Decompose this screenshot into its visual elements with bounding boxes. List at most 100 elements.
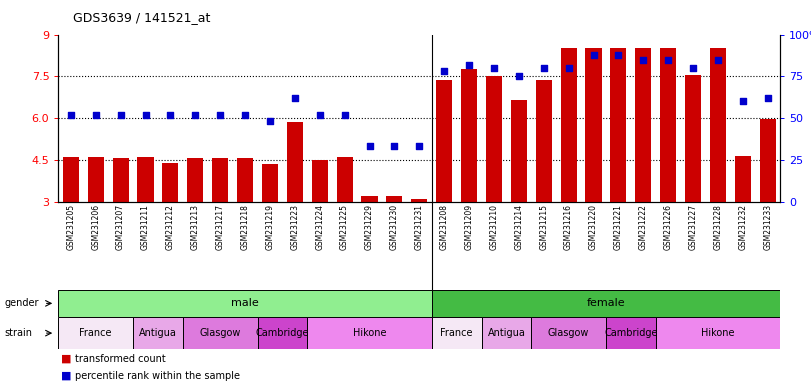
Bar (262, 164, 278, 202)
Text: Glasgow: Glasgow (548, 328, 590, 338)
Text: France: France (440, 328, 473, 338)
Text: GSM231224: GSM231224 (315, 204, 324, 250)
Point (413, 143, 426, 149)
Point (213, 112, 226, 118)
Bar (660, 48, 676, 202)
Point (64, 112, 77, 118)
Point (762, 95, 775, 101)
Text: strain: strain (4, 328, 32, 338)
Bar (307, 317, 431, 349)
Text: GDS3639 / 141521_at: GDS3639 / 141521_at (73, 12, 210, 25)
Text: GSM231228: GSM231228 (714, 204, 723, 250)
Bar (685, 75, 702, 202)
Text: GSM231223: GSM231223 (290, 204, 299, 250)
Text: GSM231233: GSM231233 (763, 204, 772, 250)
Text: GSM231222: GSM231222 (639, 204, 648, 250)
Point (238, 112, 251, 118)
Bar (133, 317, 182, 349)
Bar (431, 290, 780, 317)
Bar (535, 81, 551, 202)
Text: GSM231212: GSM231212 (166, 204, 175, 250)
Text: GSM231216: GSM231216 (564, 204, 573, 250)
Text: Hikone: Hikone (353, 328, 386, 338)
Text: GSM231220: GSM231220 (589, 204, 598, 250)
Text: male: male (231, 298, 259, 308)
Text: ■: ■ (61, 354, 71, 364)
Text: GSM231229: GSM231229 (365, 204, 374, 250)
Point (711, 56, 724, 63)
Bar (710, 48, 726, 202)
Bar (237, 159, 253, 202)
Bar (486, 76, 502, 202)
Bar (611, 48, 626, 202)
Bar (137, 157, 153, 202)
Point (637, 56, 650, 63)
Bar (411, 199, 427, 202)
Text: percentile rank within the sample: percentile rank within the sample (75, 371, 240, 381)
Bar (482, 317, 531, 349)
Point (736, 98, 749, 104)
Point (587, 51, 600, 58)
Bar (182, 317, 258, 349)
Point (164, 112, 177, 118)
Bar (386, 196, 402, 202)
Text: GSM231214: GSM231214 (514, 204, 523, 250)
Text: Hikone: Hikone (702, 328, 735, 338)
Point (289, 95, 302, 101)
Point (89, 112, 102, 118)
Bar (258, 317, 307, 349)
Point (189, 112, 202, 118)
Text: GSM231221: GSM231221 (614, 204, 623, 250)
Point (313, 112, 326, 118)
Point (513, 73, 526, 79)
Text: gender: gender (4, 298, 39, 308)
Bar (287, 122, 303, 202)
Text: GSM231205: GSM231205 (67, 204, 75, 250)
Bar (560, 48, 577, 202)
Text: GSM231219: GSM231219 (265, 204, 274, 250)
Bar (606, 317, 656, 349)
Point (388, 143, 401, 149)
Point (139, 112, 152, 118)
Bar (635, 48, 651, 202)
Bar (760, 119, 776, 202)
Bar (58, 290, 431, 317)
Text: GSM231230: GSM231230 (390, 204, 399, 250)
Point (462, 61, 475, 68)
Text: GSM231209: GSM231209 (465, 204, 474, 250)
Bar (431, 317, 482, 349)
Text: GSM231207: GSM231207 (116, 204, 125, 250)
Text: Antigua: Antigua (487, 328, 526, 338)
Text: GSM231226: GSM231226 (663, 204, 672, 250)
Bar (337, 157, 353, 202)
Text: female: female (586, 298, 625, 308)
Bar (162, 163, 178, 202)
Bar (311, 160, 328, 202)
Text: Antigua: Antigua (139, 328, 177, 338)
Text: GSM231218: GSM231218 (241, 204, 250, 250)
Text: GSM231217: GSM231217 (216, 204, 225, 250)
Text: GSM231213: GSM231213 (191, 204, 200, 250)
Bar (461, 70, 477, 202)
Point (487, 65, 500, 71)
Text: GSM231227: GSM231227 (689, 204, 697, 250)
Point (662, 56, 675, 63)
Text: GSM231211: GSM231211 (141, 204, 150, 250)
Point (537, 65, 550, 71)
Bar (362, 196, 378, 202)
Bar (62, 157, 79, 202)
Bar (531, 317, 606, 349)
Bar (212, 159, 228, 202)
Bar (187, 159, 204, 202)
Point (264, 118, 277, 124)
Text: GSM231215: GSM231215 (539, 204, 548, 250)
Point (612, 51, 625, 58)
Bar (436, 81, 453, 202)
Text: Cambridge: Cambridge (255, 328, 309, 338)
Bar (586, 48, 602, 202)
Bar (58, 317, 133, 349)
Text: ■: ■ (61, 371, 71, 381)
Text: GSM231210: GSM231210 (490, 204, 499, 250)
Text: GSM231231: GSM231231 (414, 204, 424, 250)
Text: France: France (79, 328, 112, 338)
